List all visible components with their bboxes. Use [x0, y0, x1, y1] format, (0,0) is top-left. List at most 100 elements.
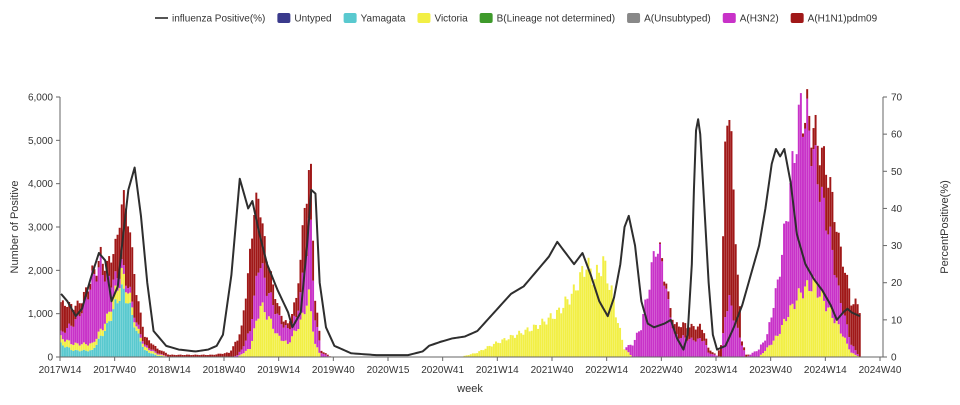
bar-segment	[154, 351, 157, 353]
bar-segment	[707, 352, 710, 357]
legend[interactable]: influenza Positive(%) Untyped Yamagata Vict…	[155, 13, 878, 25]
bar-segment	[698, 323, 701, 339]
legend-item[interactable]: A(H1N1)pdm09	[790, 13, 878, 25]
x-tick-label: 2017W40	[93, 365, 136, 376]
bar-segment	[757, 349, 760, 357]
bar-segment	[156, 354, 159, 356]
bar-segment	[488, 345, 491, 357]
bar-segment	[762, 353, 765, 357]
bar-segment	[82, 342, 85, 350]
bar-segment	[118, 288, 121, 301]
legend-item[interactable]: A(H3N2)	[722, 13, 779, 25]
legend-label: Victoria	[434, 14, 468, 25]
bar-segment	[293, 302, 296, 316]
bar-segment	[673, 333, 676, 357]
bar-segment	[68, 323, 71, 341]
bar-segment	[497, 342, 500, 357]
legend-item[interactable]: B(Lineage not determined)	[479, 13, 615, 25]
bar-segment	[234, 341, 237, 356]
bar-segment	[848, 349, 851, 357]
bar-segment	[709, 353, 712, 357]
bar-segment	[64, 341, 66, 348]
bar-segment	[146, 347, 148, 351]
bar-segment	[85, 344, 87, 351]
bar-segment	[825, 230, 828, 312]
bar-segment	[133, 274, 136, 318]
bar-segment	[291, 336, 294, 357]
y-right-tick-label: 60	[891, 130, 903, 141]
bar-segment	[469, 354, 472, 357]
bar-segment	[844, 315, 847, 338]
legend-label: Yamagata	[361, 14, 406, 25]
bar-segment	[127, 303, 130, 357]
bar-segment	[600, 276, 603, 357]
bar-segment	[589, 268, 592, 357]
bar-segment	[736, 327, 739, 357]
bar-segment	[486, 346, 489, 357]
bar-segment	[654, 256, 657, 357]
bar-segment	[156, 355, 159, 357]
bar-segment	[288, 342, 291, 357]
bar-segment	[68, 347, 71, 357]
legend-item[interactable]: influenza Positive(%)	[155, 14, 265, 25]
bar-segment	[291, 323, 294, 337]
bar-segment	[823, 197, 825, 301]
bar-segment	[225, 352, 228, 357]
bar-segment	[267, 269, 270, 294]
bar-segment	[270, 271, 273, 293]
bar-segment	[131, 314, 134, 357]
bar-segment	[114, 271, 117, 286]
bar-segment	[124, 303, 127, 357]
legend-item[interactable]: Victoria	[417, 13, 468, 25]
bar-segment	[730, 131, 733, 306]
bar-segment	[255, 192, 258, 276]
bar-segment	[820, 290, 823, 357]
x-tick-label: 2021W40	[531, 365, 574, 376]
legend-item[interactable]: Untyped	[277, 13, 332, 25]
bar-segment	[703, 333, 706, 341]
x-tick-label: 2023W14	[695, 365, 738, 376]
bar-segment	[684, 337, 687, 357]
bar-segment	[154, 346, 157, 352]
bar-segment	[112, 309, 115, 357]
bar-segment	[295, 297, 298, 318]
bar-segment	[251, 319, 254, 341]
bar-segment	[747, 354, 750, 356]
bar-segment	[848, 337, 851, 350]
bar-segment	[141, 326, 144, 342]
bar-segment	[812, 128, 815, 150]
bar-segment	[785, 221, 788, 322]
bar-segment	[265, 295, 268, 320]
bar-segment	[568, 304, 571, 357]
legend-item[interactable]: A(Unsubtyped)	[627, 13, 711, 25]
bar-segment	[74, 349, 77, 357]
bar-segment	[80, 350, 83, 357]
bar-segment	[253, 295, 256, 329]
bar-segment	[171, 354, 174, 357]
bar-segment	[251, 340, 254, 357]
bar-segment	[768, 322, 771, 346]
bar-segment	[310, 219, 312, 312]
bar-segment	[93, 269, 96, 275]
bar-segment	[234, 355, 237, 357]
bar-segment	[705, 345, 708, 357]
bar-segment	[242, 353, 245, 357]
bar-segment	[696, 338, 699, 357]
bar-segment	[261, 263, 264, 303]
bar-segment	[141, 346, 144, 357]
bar-segment	[688, 338, 691, 357]
bar-segment	[160, 354, 163, 355]
bar-segment	[87, 291, 90, 300]
bar-segment	[564, 296, 567, 357]
bar-segment	[814, 145, 817, 283]
bar-segment	[82, 291, 85, 301]
legend-item[interactable]: Yamagata	[343, 13, 406, 25]
bar-segment	[139, 312, 142, 335]
bar-segment	[808, 130, 811, 291]
bar-segment	[152, 344, 155, 350]
bar-segment	[154, 354, 157, 357]
bar-segment	[831, 317, 834, 357]
bar-segment	[764, 350, 767, 357]
bar-segment	[61, 300, 64, 332]
bar-segment	[499, 343, 502, 357]
